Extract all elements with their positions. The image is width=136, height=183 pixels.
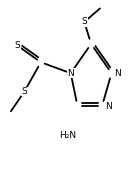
Text: S: S (22, 87, 27, 96)
Text: H₂N: H₂N (59, 131, 77, 140)
Text: S: S (81, 17, 87, 27)
Text: S: S (15, 41, 21, 50)
Text: N: N (114, 69, 121, 78)
Text: N: N (105, 102, 112, 111)
Text: N: N (67, 69, 74, 78)
